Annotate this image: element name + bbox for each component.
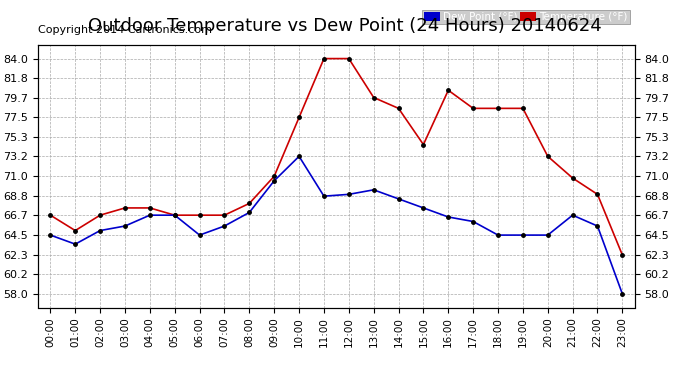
Text: Copyright 2014 Cartronics.com: Copyright 2014 Cartronics.com <box>38 24 212 34</box>
Legend: Dew Point (°F), Temperature (°F): Dew Point (°F), Temperature (°F) <box>422 9 629 24</box>
Text: Outdoor Temperature vs Dew Point (24 Hours) 20140624: Outdoor Temperature vs Dew Point (24 Hou… <box>88 17 602 35</box>
